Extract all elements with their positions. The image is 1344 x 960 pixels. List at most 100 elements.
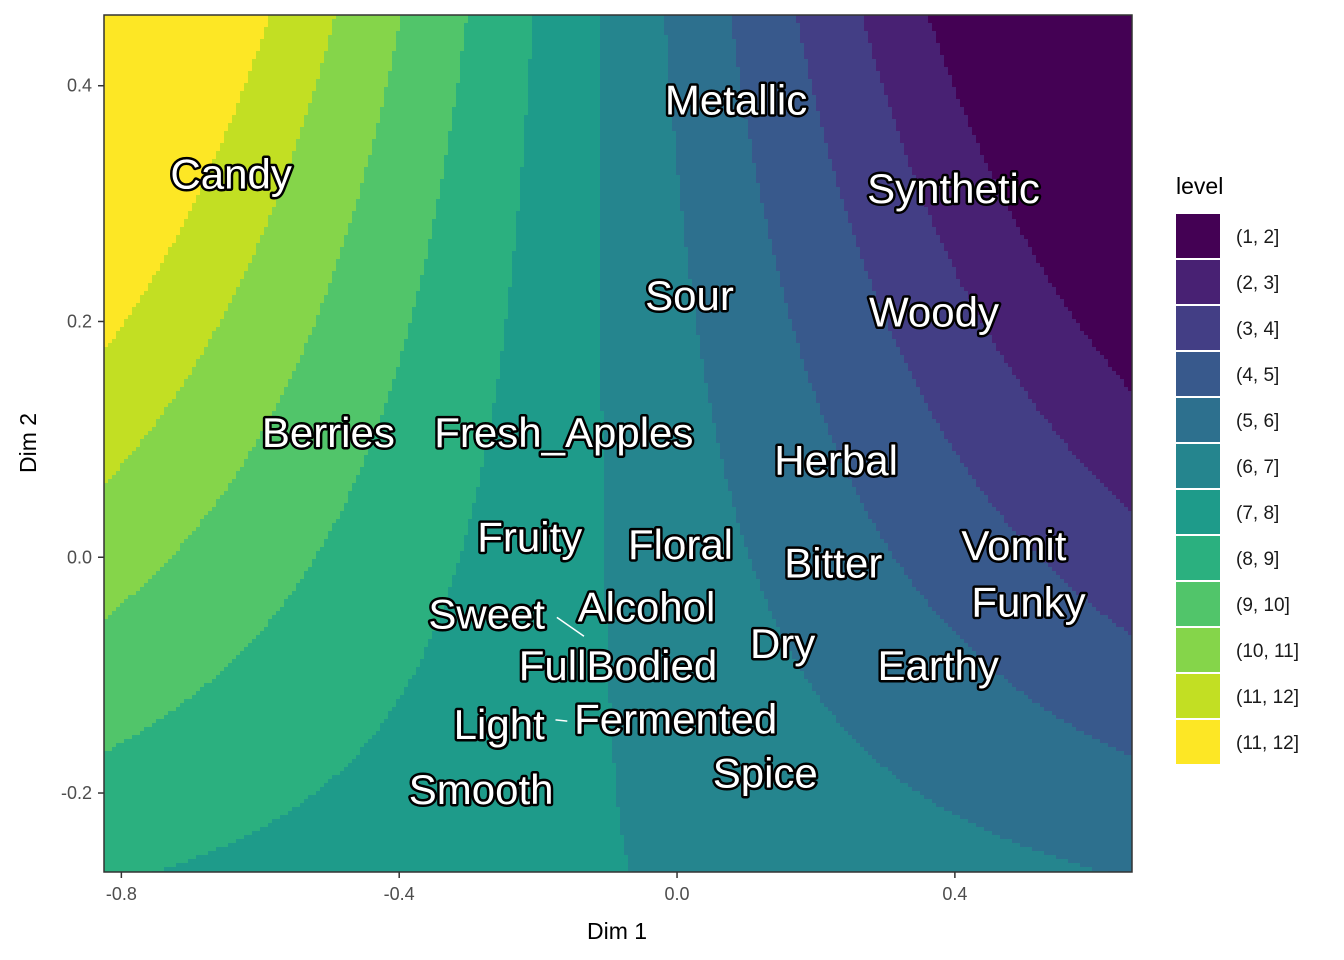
contour-cell (396, 39, 401, 44)
contour-cell (1012, 31, 1017, 36)
contour-cell (276, 55, 281, 60)
contour-cell (1100, 19, 1105, 24)
contour-cell (376, 39, 381, 44)
contour-cell (288, 63, 293, 68)
contour-cell (1112, 19, 1117, 24)
contour-cell (1076, 39, 1081, 44)
contour-cell (832, 63, 837, 68)
contour-cell (680, 59, 685, 64)
contour-cell (280, 43, 285, 48)
contour-cell (900, 51, 905, 56)
contour-cell (604, 19, 609, 24)
contour-cell (484, 55, 489, 60)
contour-cell (904, 35, 909, 40)
contour-cell (308, 59, 313, 64)
contour-cell (596, 51, 601, 56)
contour-cell (1072, 31, 1077, 36)
contour-cell (836, 43, 841, 48)
contour-cell (944, 47, 949, 52)
contour-cell (808, 23, 813, 28)
contour-cell (560, 35, 565, 40)
contour-cell (672, 39, 677, 44)
contour-cell (288, 35, 293, 40)
contour-cell (692, 51, 697, 56)
contour-cell (388, 19, 393, 24)
contour-cell (324, 39, 329, 44)
contour-cell (632, 59, 637, 64)
contour-cell (1028, 23, 1033, 28)
contour-cell (164, 51, 169, 56)
contour-cell (596, 35, 601, 40)
contour-cell (972, 31, 977, 36)
contour-cell (936, 23, 941, 28)
contour-cell (424, 35, 429, 40)
contour-cell (288, 55, 293, 60)
contour-cell (956, 35, 961, 40)
contour-cell (704, 39, 709, 44)
contour-cell (1008, 55, 1013, 60)
contour-cell (408, 39, 413, 44)
contour-cell (576, 63, 581, 68)
contour-cell (548, 35, 553, 40)
contour-cell (1108, 55, 1113, 60)
contour-cell (188, 51, 193, 56)
contour-cell (720, 23, 725, 28)
contour-cell (344, 19, 349, 24)
contour-cell (868, 47, 873, 52)
contour-cell (356, 31, 361, 36)
contour-cell (736, 31, 741, 36)
contour-cell (768, 55, 773, 60)
contour-cell (428, 59, 433, 64)
contour-cell (452, 59, 457, 64)
contour-cell (956, 59, 961, 64)
contour-cell (116, 31, 121, 36)
contour-cell (540, 35, 545, 40)
contour-cell (656, 39, 661, 44)
contour-cell (936, 43, 941, 48)
contour-cell (636, 47, 641, 52)
contour-cell (868, 55, 873, 60)
contour-cell (908, 47, 913, 52)
contour-cell (220, 23, 225, 28)
contour-cell (656, 47, 661, 52)
contour-cell (1028, 59, 1033, 64)
contour-cell (912, 59, 917, 64)
contour-cell (864, 55, 869, 60)
contour-cell (820, 47, 825, 52)
contour-cell (980, 27, 985, 32)
contour-cell (192, 55, 197, 60)
contour-cell (132, 27, 137, 32)
contour-cell (820, 19, 825, 24)
contour-cell (692, 43, 697, 48)
contour-cell (840, 23, 845, 28)
contour-cell (548, 31, 553, 36)
contour-cell (880, 55, 885, 60)
contour-cell (928, 59, 933, 64)
contour-cell (676, 31, 681, 36)
contour-cell (156, 31, 161, 36)
contour-cell (612, 63, 617, 68)
contour-cell (788, 35, 793, 40)
contour-cell (492, 47, 497, 52)
contour-cell (380, 23, 385, 28)
contour-cell (152, 59, 157, 64)
contour-cell (632, 35, 637, 40)
contour-cell (748, 27, 753, 32)
contour-cell (548, 43, 553, 48)
contour-cell (796, 51, 801, 56)
contour-cell (884, 63, 889, 68)
contour-cell (440, 31, 445, 36)
contour-cell (832, 59, 837, 64)
contour-cell (396, 59, 401, 64)
contour-cell (716, 23, 721, 28)
contour-cell (388, 39, 393, 44)
contour-cell (588, 47, 593, 52)
contour-cell (628, 51, 633, 56)
contour-cell (180, 27, 185, 32)
contour-cell (1060, 47, 1065, 52)
contour-cell (232, 27, 237, 32)
contour-cell (660, 55, 665, 60)
contour-cell (304, 59, 309, 64)
contour-cell (432, 35, 437, 40)
contour-cell (532, 39, 537, 44)
